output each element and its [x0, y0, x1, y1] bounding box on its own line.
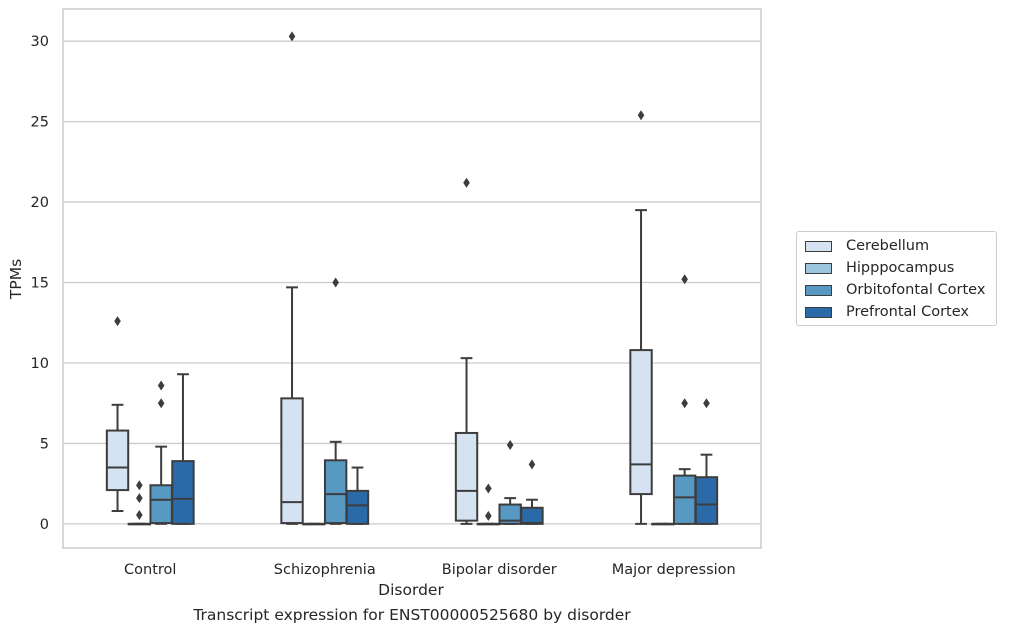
outlier-point: [136, 493, 143, 504]
gridlines: [63, 40, 761, 525]
box-hipppocampus: [127, 480, 152, 526]
outlier-point: [332, 277, 339, 288]
legend-item-orbitofrontal: Orbitofontal Cortex: [805, 282, 985, 298]
outlier-point: [136, 510, 143, 521]
box-prefrontal-cortex: [345, 466, 370, 525]
box-orbitofontal-cortex: [498, 440, 522, 525]
legend-swatch-cerebellum: [805, 240, 832, 252]
x-axis-label: Disorder: [378, 581, 444, 599]
box-hipppocampus: [476, 483, 501, 526]
outlier-point: [528, 459, 536, 470]
outlier-point: [637, 110, 645, 121]
legend-label: Cerebellum: [846, 238, 930, 254]
box-body: [520, 506, 544, 525]
x-tick-label: Major depression: [612, 562, 736, 578]
box-orbitofontal-cortex: [323, 277, 348, 525]
box-cerebellum: [105, 316, 130, 512]
box-body: [694, 476, 719, 525]
y-tick-label: 10: [31, 356, 49, 372]
box-body: [345, 489, 370, 525]
x-tick-label: Bipolar disorder: [442, 562, 557, 578]
y-tick-label: 30: [31, 34, 49, 50]
y-tick-labels: 0 5 10 15 20 25 30: [31, 34, 49, 533]
box-body: [149, 484, 173, 525]
box-body: [280, 397, 304, 525]
box-body: [672, 474, 697, 525]
box-hipppocampus: [651, 522, 675, 526]
box-body: [323, 459, 348, 525]
outlier-point: [485, 510, 492, 521]
y-tick-label: 25: [31, 115, 49, 131]
y-tick-label: 5: [40, 436, 49, 452]
outlier-point: [463, 177, 470, 188]
plot-frame: [62, 8, 762, 549]
box-prefrontal-cortex: [694, 398, 719, 525]
x-tick-label: Control: [124, 562, 176, 578]
y-tick-label: 20: [31, 195, 49, 211]
legend-item-cerebellum: Cerebellum: [805, 238, 929, 254]
box-hipppocampus: [302, 522, 326, 526]
outlier-point: [681, 274, 688, 285]
legend-swatch-hippocampus: [805, 262, 832, 274]
outlier-point: [703, 398, 710, 409]
box-body: [171, 460, 195, 525]
outlier-point: [157, 380, 165, 391]
outlier-point: [485, 483, 492, 494]
box-orbitofontal-cortex: [672, 274, 697, 525]
legend: Cerebellum Hipppocampus Orbitofontal Cor…: [796, 231, 997, 326]
outlier-point: [157, 398, 165, 409]
box-cerebellum: [280, 31, 304, 525]
outlier-point: [136, 480, 143, 491]
legend-label: Hipppocampus: [846, 260, 955, 276]
legend-label: Orbitofontal Cortex: [846, 282, 986, 298]
box-cerebellum: [629, 110, 653, 525]
x-tick-label: Schizophrenia: [274, 562, 376, 578]
outlier-point: [506, 440, 514, 451]
box-prefrontal-cortex: [171, 373, 195, 525]
legend-item-prefrontal: Prefrontal Cortex: [805, 304, 969, 320]
legend-swatch-orbitofrontal: [805, 284, 832, 296]
outlier-point: [114, 316, 121, 327]
box-orbitofontal-cortex: [149, 380, 173, 525]
box-series: [105, 31, 719, 526]
legend-item-hippocampus: Hipppocampus: [805, 260, 954, 276]
outlier-point: [288, 31, 296, 42]
y-axis-label: TPMs: [7, 259, 25, 300]
box-body: [105, 429, 130, 492]
outlier-point: [681, 398, 688, 409]
y-tick-label: 15: [31, 276, 49, 292]
chart-caption: Transcript expression for ENST0000052568…: [193, 606, 631, 624]
box-body: [629, 349, 653, 496]
legend-label: Prefrontal Cortex: [846, 304, 969, 320]
box-cerebellum: [454, 177, 479, 525]
box-prefrontal-cortex: [520, 459, 544, 525]
y-tick-label: 0: [40, 517, 49, 533]
legend-swatch-prefrontal: [805, 306, 832, 318]
x-tick-labels: Control Schizophrenia Bipolar disorder Majo…: [124, 562, 736, 578]
box-body: [454, 431, 479, 522]
